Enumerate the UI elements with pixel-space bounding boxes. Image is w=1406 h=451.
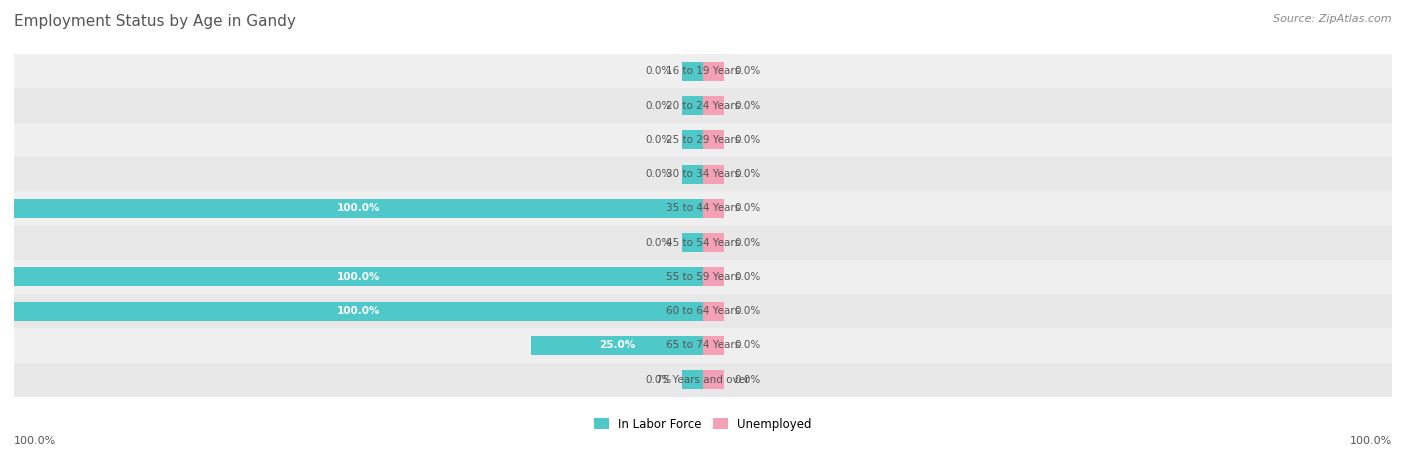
Bar [703, 336, 724, 355]
Bar [703, 199, 724, 218]
Text: 0.0%: 0.0% [734, 341, 761, 350]
Text: 0.0%: 0.0% [645, 135, 672, 145]
Text: 100.0%: 100.0% [14, 437, 56, 446]
Text: 0.0%: 0.0% [645, 66, 672, 76]
Text: Employment Status by Age in Gandy: Employment Status by Age in Gandy [14, 14, 295, 28]
Bar [703, 62, 724, 81]
Bar [682, 165, 703, 184]
Bar [531, 336, 703, 355]
Bar [682, 96, 703, 115]
Text: 20 to 24 Years: 20 to 24 Years [666, 101, 740, 110]
Bar [703, 302, 724, 321]
Bar [14, 267, 703, 286]
Text: 35 to 44 Years: 35 to 44 Years [666, 203, 740, 213]
Bar [682, 370, 703, 389]
Bar [14, 260, 1392, 294]
Text: 0.0%: 0.0% [645, 101, 672, 110]
Text: 75 Years and over: 75 Years and over [657, 375, 749, 385]
Bar [14, 226, 1392, 260]
Bar [682, 130, 703, 149]
Bar [14, 328, 1392, 363]
Text: 30 to 34 Years: 30 to 34 Years [666, 169, 740, 179]
Text: 0.0%: 0.0% [645, 238, 672, 248]
Text: 0.0%: 0.0% [734, 66, 761, 76]
Text: 0.0%: 0.0% [734, 306, 761, 316]
Text: 100.0%: 100.0% [337, 306, 380, 316]
Bar [14, 302, 703, 321]
Text: Source: ZipAtlas.com: Source: ZipAtlas.com [1274, 14, 1392, 23]
Bar [703, 267, 724, 286]
Bar [703, 370, 724, 389]
Bar [14, 363, 1392, 397]
Text: 65 to 74 Years: 65 to 74 Years [666, 341, 740, 350]
Text: 0.0%: 0.0% [645, 169, 672, 179]
Bar [14, 54, 1392, 88]
Text: 0.0%: 0.0% [734, 169, 761, 179]
Bar [682, 233, 703, 252]
Bar [703, 233, 724, 252]
Bar [14, 123, 1392, 157]
Bar [682, 62, 703, 81]
Text: 25.0%: 25.0% [599, 341, 636, 350]
Text: 100.0%: 100.0% [337, 272, 380, 282]
Text: 0.0%: 0.0% [734, 375, 761, 385]
Bar [703, 165, 724, 184]
Bar [14, 191, 1392, 226]
Text: 0.0%: 0.0% [734, 272, 761, 282]
Text: 0.0%: 0.0% [645, 375, 672, 385]
Text: 25 to 29 Years: 25 to 29 Years [666, 135, 740, 145]
Text: 100.0%: 100.0% [1350, 437, 1392, 446]
Legend: In Labor Force, Unemployed: In Labor Force, Unemployed [589, 413, 817, 436]
Text: 45 to 54 Years: 45 to 54 Years [666, 238, 740, 248]
Text: 0.0%: 0.0% [734, 238, 761, 248]
Text: 0.0%: 0.0% [734, 203, 761, 213]
Bar [703, 130, 724, 149]
Text: 0.0%: 0.0% [734, 135, 761, 145]
Bar [14, 88, 1392, 123]
Bar [14, 294, 1392, 328]
Bar [14, 199, 703, 218]
Bar [14, 157, 1392, 191]
Text: 0.0%: 0.0% [734, 101, 761, 110]
Bar [703, 96, 724, 115]
Text: 100.0%: 100.0% [337, 203, 380, 213]
Text: 16 to 19 Years: 16 to 19 Years [666, 66, 740, 76]
Text: 55 to 59 Years: 55 to 59 Years [666, 272, 740, 282]
Text: 60 to 64 Years: 60 to 64 Years [666, 306, 740, 316]
